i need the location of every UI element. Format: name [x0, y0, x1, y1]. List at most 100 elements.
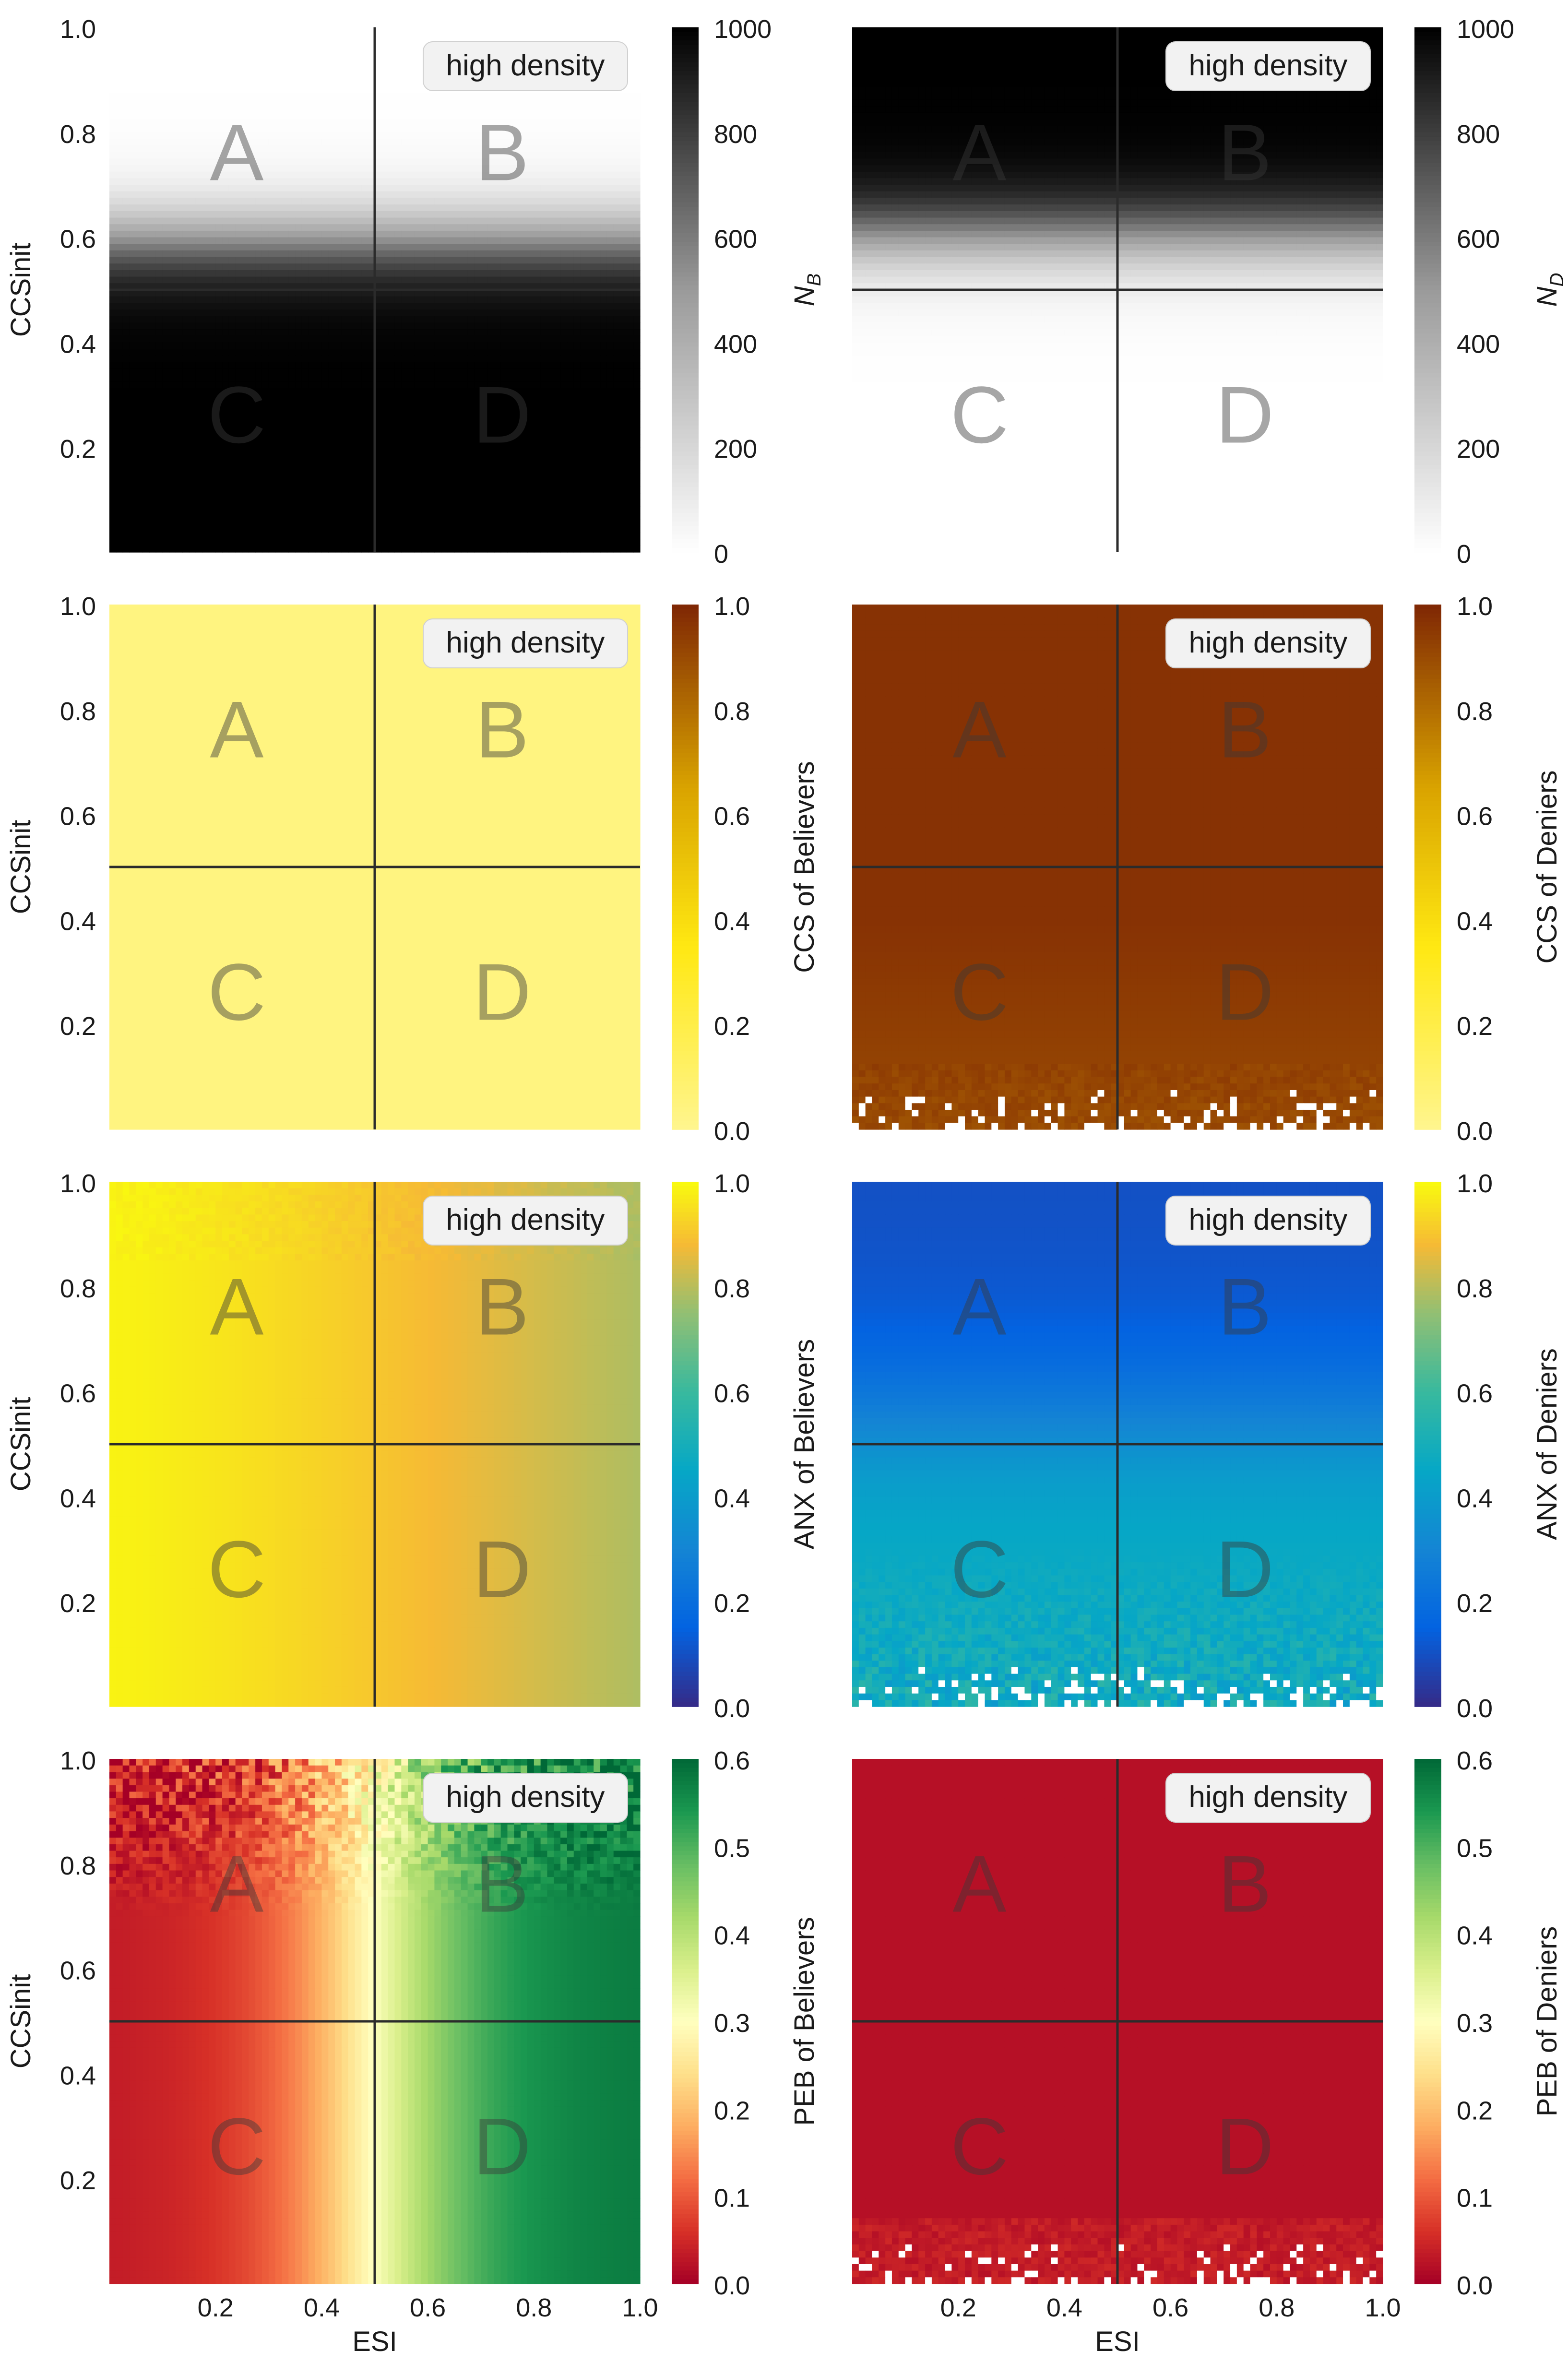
heatmap-cell	[109, 159, 116, 166]
heatmap-cell	[394, 113, 401, 119]
heatmap-cell	[348, 231, 355, 237]
heatmap-cell	[627, 250, 633, 257]
heatmap-cell	[163, 152, 169, 159]
heatmap-cell	[620, 106, 627, 113]
heatmap-cell	[581, 191, 587, 198]
heatmap-cell	[394, 270, 401, 277]
heatmap-cell	[315, 198, 322, 205]
heatmap-cell	[434, 191, 441, 198]
heatmap-cell	[381, 73, 388, 80]
heatmap-cell	[361, 270, 368, 277]
heatmap-cell	[348, 113, 355, 119]
heatmap-cell	[149, 93, 156, 100]
heatmap-cell	[309, 80, 315, 86]
heatmap-cell	[567, 211, 574, 218]
heatmap-cell	[129, 191, 136, 198]
heatmap-cell	[182, 191, 189, 198]
heatmap-cell	[620, 198, 627, 205]
heatmap-cell	[501, 99, 508, 106]
heatmap-cell	[315, 99, 322, 106]
heatmap-cell	[434, 113, 441, 119]
heatmap-cell	[587, 237, 594, 244]
heatmap-cell	[202, 54, 209, 60]
heatmap-cell	[143, 126, 149, 132]
heatmap-cell	[342, 244, 348, 250]
heatmap-cell	[607, 132, 614, 139]
heatmap-cell	[288, 263, 295, 270]
heatmap-cell	[541, 113, 547, 119]
heatmap-cell	[448, 152, 454, 159]
heatmap-cell	[614, 263, 620, 270]
heatmap-cell	[394, 231, 401, 237]
heatmap-cell	[182, 211, 189, 218]
heatmap-cell	[229, 86, 236, 93]
heatmap-cell	[415, 80, 421, 86]
heatmap-cell	[275, 165, 282, 172]
heatmap-cell	[381, 67, 388, 73]
heatmap-cell	[381, 113, 388, 119]
heatmap-cell	[229, 60, 236, 67]
heatmap-cell	[607, 27, 614, 34]
heatmap-cell	[156, 218, 163, 225]
heatmap-cell	[222, 40, 229, 47]
heatmap-cell	[229, 99, 236, 106]
heatmap-cell	[441, 191, 448, 198]
heatmap-cell	[547, 139, 554, 145]
heatmap-cell	[295, 40, 302, 47]
heatmap-cell	[149, 27, 156, 34]
heatmap-cell	[129, 113, 136, 119]
heatmap-cell	[136, 198, 143, 205]
heatmap-cell	[401, 132, 408, 139]
heatmap-cell	[196, 106, 202, 113]
heatmap-cell	[514, 224, 521, 231]
heatmap-cell	[581, 139, 587, 145]
heatmap-cell	[149, 165, 156, 172]
heatmap-cell	[415, 218, 421, 225]
heatmap-cell	[209, 204, 215, 211]
heatmap-cell	[169, 198, 176, 205]
heatmap-cell	[620, 165, 627, 172]
heatmap-cell	[394, 54, 401, 60]
heatmap-cell	[295, 119, 302, 126]
heatmap-cell	[249, 198, 255, 205]
heatmap-cell	[169, 211, 176, 218]
heatmap-cell	[454, 165, 461, 172]
heatmap-cell	[428, 257, 435, 264]
heatmap-cell	[614, 165, 620, 172]
heatmap-cell	[434, 159, 441, 166]
heatmap-cell	[302, 27, 309, 34]
heatmap-cell	[633, 250, 640, 257]
heatmap-cell	[149, 159, 156, 166]
heatmap-cell	[355, 119, 362, 126]
heatmap-cell	[381, 270, 388, 277]
heatmap-cell	[269, 126, 275, 132]
heatmap-cell	[401, 93, 408, 100]
heatmap-cell	[454, 263, 461, 270]
heatmap-cell	[215, 244, 222, 250]
heatmap-cell	[388, 145, 395, 152]
heatmap-cell	[514, 198, 521, 205]
heatmap-cell	[123, 34, 130, 41]
heatmap-cell	[434, 126, 441, 132]
heatmap-cell	[401, 145, 408, 152]
heatmap-cell	[541, 244, 547, 250]
heatmap-cell	[143, 250, 149, 257]
heatmap-cell	[229, 257, 236, 264]
heatmap-cell	[388, 106, 395, 113]
heatmap-cell	[189, 145, 196, 152]
heatmap-cell	[348, 165, 355, 172]
heatmap-cell	[415, 67, 421, 73]
heatmap-cell	[189, 139, 196, 145]
heatmap-cell	[196, 172, 202, 178]
heatmap-cell	[607, 231, 614, 237]
heatmap-cell	[481, 237, 487, 244]
heatmap-cell	[581, 132, 587, 139]
heatmap-cell	[262, 244, 269, 250]
heatmap-cell	[494, 198, 501, 205]
heatmap-cell	[321, 191, 328, 198]
heatmap-cell	[169, 237, 176, 244]
heatmap-cell	[547, 191, 554, 198]
heatmap-cell	[222, 224, 229, 231]
heatmap-cell	[335, 145, 342, 152]
heatmap-cell	[607, 93, 614, 100]
